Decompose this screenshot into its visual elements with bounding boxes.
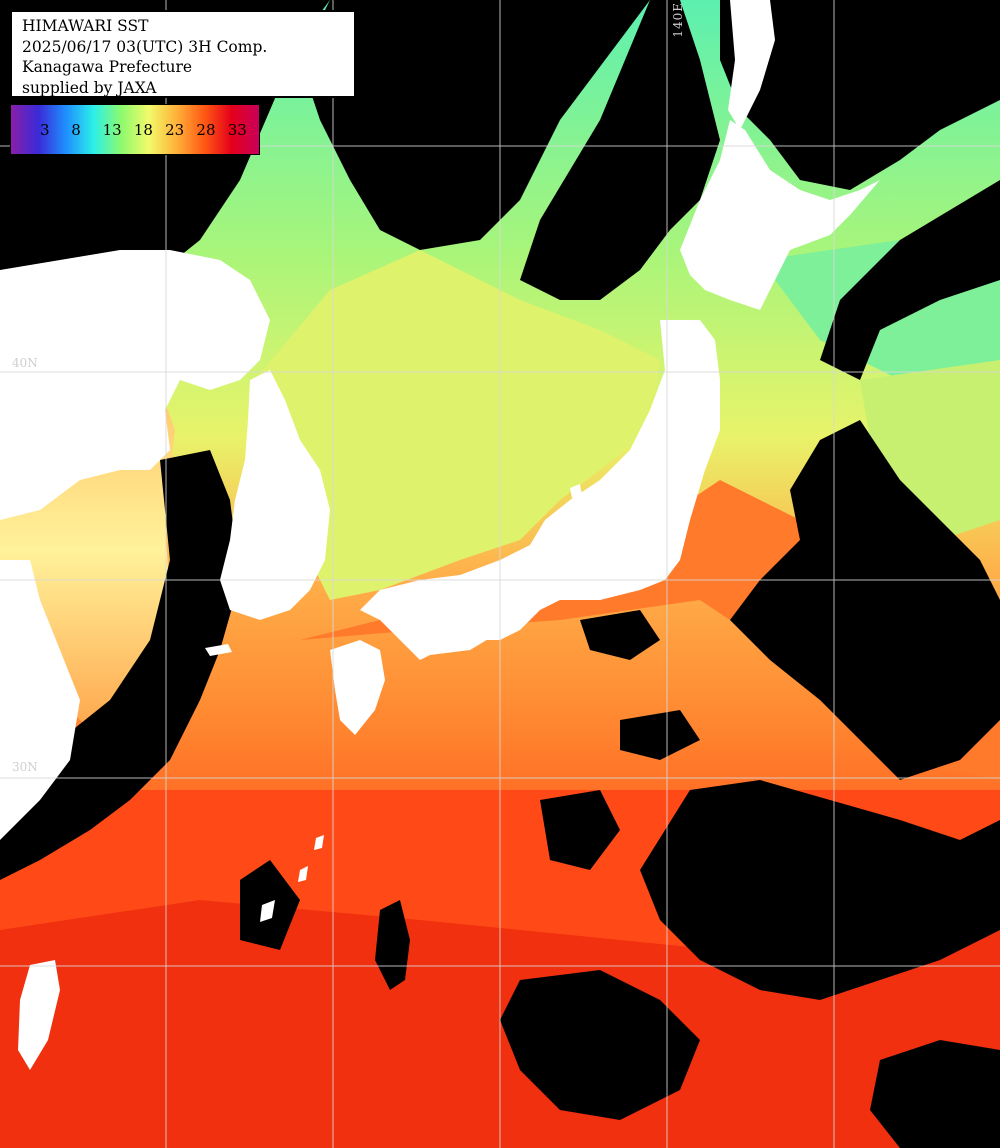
colorbar-tick-label: 23 <box>165 120 185 139</box>
jeju-island <box>205 644 232 656</box>
colorbar-tick-label: 18 <box>133 120 153 139</box>
taiwan-land <box>18 960 60 1070</box>
colorbar-tick-label: 28 <box>196 120 216 139</box>
japan-sea-sst <box>255 250 660 600</box>
sakhalin-land <box>728 0 775 130</box>
map-datetime: 2025/06/17 03(UTC) 3H Comp. <box>22 37 268 56</box>
ryukyu-island-1 <box>260 900 275 922</box>
longitude-label-140e: 140E <box>671 2 685 38</box>
sado-island <box>570 484 582 498</box>
korea-land <box>220 370 330 620</box>
land <box>0 0 880 1070</box>
info-box: HIMAWARI SST 2025/06/17 03(UTC) 3H Comp.… <box>10 10 356 98</box>
colorbar-tick-label: 8 <box>71 120 81 139</box>
colorbar-tick-label: 33 <box>227 120 247 139</box>
colorbar-tick-label: 3 <box>40 120 50 139</box>
ryukyu-island-3 <box>314 835 324 850</box>
honshu-land <box>360 320 720 660</box>
shikoku-land <box>405 612 495 655</box>
hokkaido-land <box>680 120 880 310</box>
cloud-island-ulleung <box>398 125 430 165</box>
latitude-label-30n: 30N <box>12 760 38 774</box>
latitude-label-40n: 40N <box>12 356 38 370</box>
map-region: Kanagawa Prefecture <box>22 58 193 76</box>
temperature-colorbar: 3 8 13 18 23 28 33 <box>10 104 260 155</box>
ryukyu-island-2 <box>298 866 308 882</box>
colorbar-tick-label: 13 <box>102 120 122 139</box>
colorbar-ticks: 3 8 13 18 23 28 33 <box>11 105 259 154</box>
china-coast-land <box>0 560 80 840</box>
map-title: HIMAWARI SST <box>22 17 149 35</box>
asia-north-land <box>0 250 270 520</box>
kyushu-land <box>330 640 385 735</box>
map-supplier: supplied by JAXA <box>22 78 157 97</box>
